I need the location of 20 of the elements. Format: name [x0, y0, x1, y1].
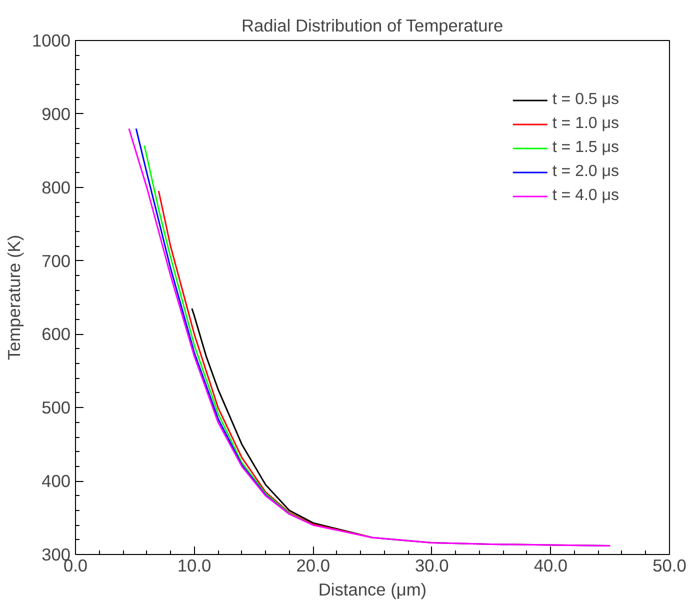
y-tick-label: 500: [42, 398, 71, 418]
y-tick-label: 800: [42, 177, 71, 198]
x-tick-label: 30.0: [415, 556, 449, 576]
legend-label: t = 2.0 μs: [552, 163, 619, 181]
x-tick-label: 50.0: [652, 556, 686, 576]
y-tick-label: 900: [42, 104, 71, 124]
y-tick-label: 600: [42, 324, 71, 344]
legend-label: t = 0.5 μs: [552, 91, 619, 109]
x-axis-title: Distance (μm): [318, 580, 427, 600]
legend-label: t = 4.0 μs: [552, 187, 619, 205]
y-tick-label: 400: [42, 471, 71, 492]
x-tick-label: 10.0: [177, 556, 212, 576]
x-tick-label: 20.0: [296, 556, 330, 576]
chart-title: Radial Distribution of Temperature: [242, 16, 504, 36]
y-tick-label: 1000: [32, 30, 71, 50]
y-axis-title: Temperature (K): [4, 234, 24, 360]
x-tick-label: 40.0: [534, 556, 568, 576]
legend-label: t = 1.0 μs: [552, 115, 619, 133]
legend-label: t = 1.5 μs: [552, 139, 619, 157]
y-tick-label: 700: [42, 250, 71, 271]
